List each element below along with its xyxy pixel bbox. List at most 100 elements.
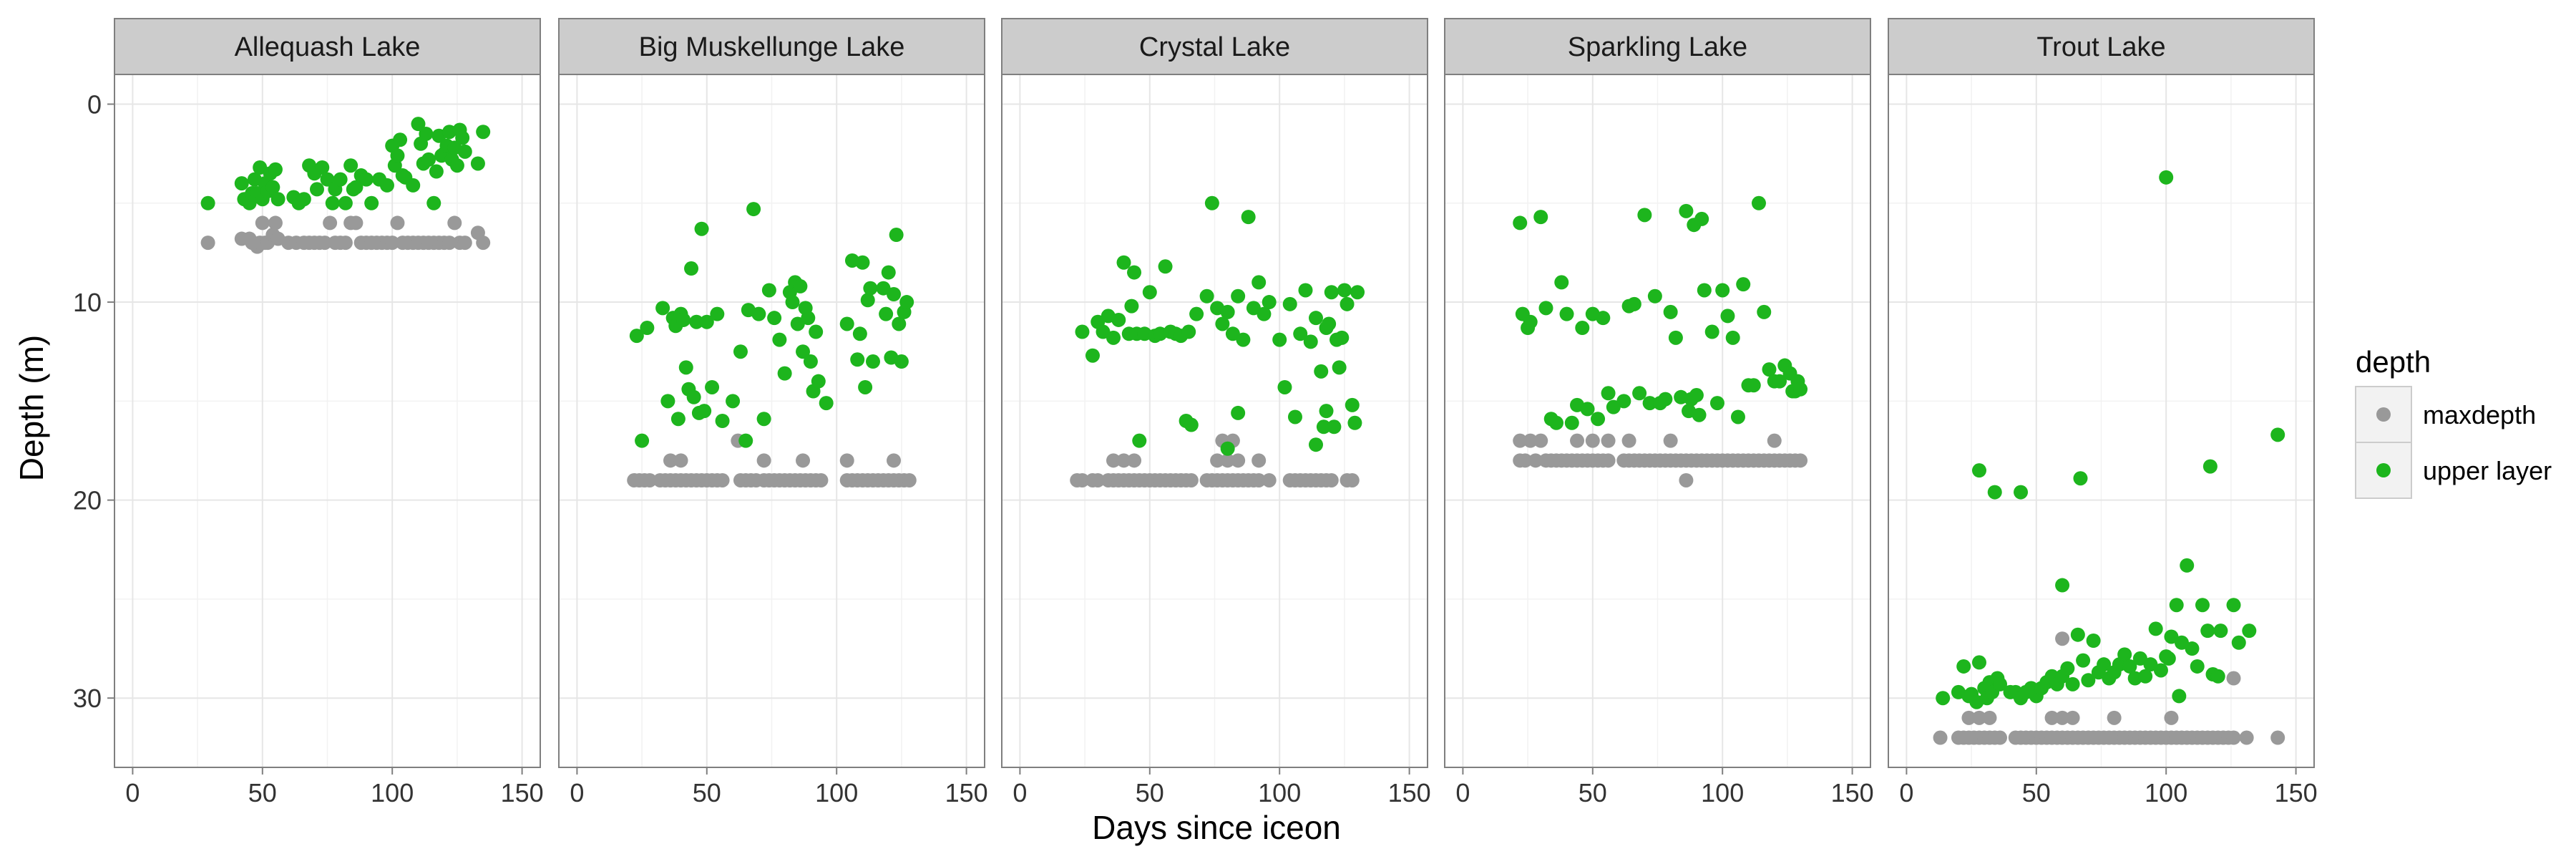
facet-panel: Allequash Lake 0 50 100 150 0 10 20 30 (73, 18, 544, 807)
data-point (809, 324, 824, 339)
data-point (2117, 647, 2132, 662)
data-point (421, 152, 436, 167)
data-point (1709, 396, 1724, 411)
data-point (348, 215, 364, 230)
data-point (1549, 415, 1564, 430)
data-point (2138, 669, 2153, 684)
data-point (1340, 296, 1355, 311)
x-axis-title: Days since iceon (1092, 809, 1341, 846)
data-point (2169, 598, 2184, 613)
x-tick-label: 0 (1455, 778, 1470, 807)
data-point (1327, 419, 1342, 435)
x-tick-label: 100 (2145, 778, 2187, 807)
data-point (1322, 316, 1337, 331)
data-point (1231, 405, 1246, 420)
data-point (343, 158, 358, 173)
data-point (1262, 472, 1277, 487)
data-point (801, 311, 816, 326)
data-point (1096, 324, 1111, 339)
data-point (364, 195, 379, 210)
data-point (348, 180, 364, 195)
data-point (390, 215, 405, 230)
data-point (2107, 710, 2122, 725)
data-point (855, 255, 870, 270)
x-tick-label: 100 (1258, 778, 1301, 807)
data-point (1314, 364, 1329, 379)
data-point (1127, 453, 1142, 468)
data-point (1632, 386, 1647, 401)
data-point (1345, 472, 1360, 487)
data-point (1518, 453, 1533, 468)
data-point (476, 236, 491, 251)
data-point (887, 453, 902, 468)
data-point (2143, 657, 2158, 672)
data-point (2270, 730, 2285, 745)
data-point (2132, 651, 2147, 666)
data-point (1252, 275, 1267, 290)
x-tick-label: 100 (815, 778, 858, 807)
data-point (1679, 472, 1694, 487)
data-point (699, 314, 714, 329)
data-point (2180, 558, 2195, 573)
data-point (1332, 360, 1347, 375)
panel-border (1001, 74, 1428, 768)
data-point (265, 180, 280, 195)
data-point (715, 414, 730, 428)
data-point (697, 404, 712, 419)
data-point (1751, 195, 1766, 210)
data-point (1554, 275, 1569, 290)
data-point (1642, 396, 1657, 411)
data-point (733, 344, 748, 359)
data-point (1746, 378, 1761, 393)
data-point (899, 295, 914, 310)
data-point (2014, 485, 2029, 500)
data-point (879, 306, 894, 321)
data-point (1575, 321, 1590, 336)
data-point (1220, 304, 1235, 319)
data-point (1215, 316, 1230, 331)
facet-title: Sparkling Lake (1568, 32, 1747, 62)
data-point (1324, 472, 1339, 487)
data-point (338, 195, 353, 210)
facet-panel: Crystal Lake 0 50 100 150 (1001, 18, 1431, 807)
data-point (1111, 312, 1126, 327)
data-point (315, 160, 330, 175)
data-point (1736, 277, 1751, 292)
data-point (1956, 659, 1971, 674)
data-point (2231, 635, 2246, 650)
data-point (756, 453, 771, 468)
facet-panel: Big Muskellunge Lake 0 50 100 150 (558, 18, 988, 807)
data-point (860, 293, 875, 308)
data-point (1199, 288, 1214, 304)
data-point (1715, 283, 1730, 298)
data-point (1936, 691, 1951, 706)
x-tick-label: 100 (1701, 778, 1744, 807)
data-point (2153, 663, 2168, 678)
data-point (2086, 633, 2101, 648)
data-point (2190, 659, 2205, 674)
facet-panels: Allequash Lake 0 50 100 150 0 10 20 30 Big Muskel… (73, 18, 2318, 807)
data-point (1345, 397, 1360, 412)
data-point (2161, 651, 2176, 666)
data-point (1679, 203, 1694, 218)
panel-border (1444, 74, 1871, 768)
data-point (442, 236, 457, 251)
data-point (470, 156, 485, 171)
data-point (2097, 657, 2112, 672)
data-point (1528, 453, 1543, 468)
data-point (1127, 265, 1142, 280)
x-tick-label: 50 (693, 778, 721, 807)
x-tick-label: 150 (501, 778, 544, 807)
data-point (1621, 433, 1636, 448)
data-point (2226, 598, 2241, 613)
data-point (1533, 433, 1548, 448)
data-point (1762, 362, 1777, 377)
data-point (1158, 259, 1173, 274)
data-point (333, 172, 348, 187)
facet-strip (1888, 18, 2315, 75)
data-point (1189, 306, 1204, 321)
data-point (2200, 623, 2215, 639)
data-point (710, 306, 725, 321)
facet-strip (1001, 18, 1428, 75)
data-point (1350, 285, 1365, 300)
